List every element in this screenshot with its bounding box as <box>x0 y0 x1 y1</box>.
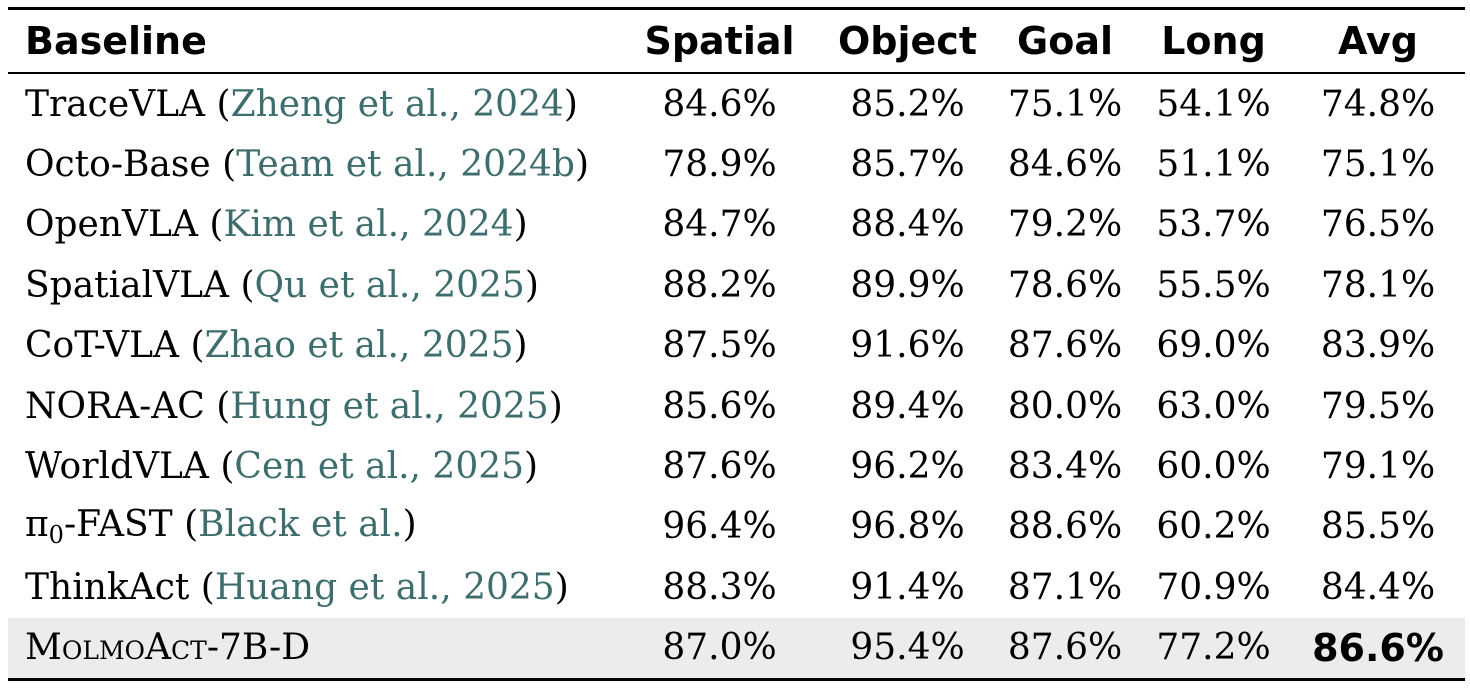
table-row: TraceVLA (Zheng et al., 2024) 84.6% 85.2… <box>8 74 1465 134</box>
spatial-cell: 84.6% <box>662 83 777 125</box>
baseline-cell: NORA-AC (Hung et al., 2025) <box>25 385 563 427</box>
table-row: OpenVLA (Kim et al., 2024) 84.7% 88.4% 7… <box>8 195 1465 255</box>
long-cell: 77.2% <box>1156 627 1271 669</box>
goal-cell: 78.6% <box>1007 264 1123 306</box>
long-cell: 51.1% <box>1156 144 1271 186</box>
avg-cell: 74.8% <box>1320 83 1436 125</box>
header-avg: Avg <box>1337 19 1419 63</box>
baseline-name: CoT-VLA <box>25 325 180 367</box>
baseline-cell: ThinkAct (Huang et al., 2025) <box>25 566 569 608</box>
header-rule <box>8 72 1465 74</box>
header-long: Long <box>1161 19 1266 63</box>
spatial-cell: 85.6% <box>662 385 777 427</box>
citation-link[interactable]: Hung et al., 2025 <box>230 385 549 427</box>
spatial-cell: 88.3% <box>662 566 777 608</box>
header-object: Object <box>838 19 977 63</box>
long-cell: 54.1% <box>1156 83 1271 125</box>
results-table: Baseline Spatial Object Goal Long Avg Tr… <box>8 7 1465 681</box>
citation-link[interactable]: Huang et al., 2025 <box>214 566 555 608</box>
long-cell: 60.2% <box>1156 506 1271 548</box>
object-cell: 96.2% <box>850 446 965 488</box>
baseline-name: NORA-AC <box>25 385 205 427</box>
header-goal: Goal <box>1017 19 1113 63</box>
spatial-cell: 88.2% <box>662 264 777 306</box>
highlighted-row: MolmoAct-7B-D 87.0% 95.4% 87.6% 77.2% 86… <box>8 617 1465 678</box>
baseline-cell: CoT-VLA (Zhao et al., 2025) <box>25 325 528 367</box>
avg-cell-best: 86.6% <box>1312 625 1444 670</box>
object-cell: 89.4% <box>850 385 965 427</box>
object-cell: 85.7% <box>850 144 965 186</box>
long-cell: 69.0% <box>1156 325 1271 367</box>
goal-cell: 80.0% <box>1007 385 1123 427</box>
spatial-cell: 87.5% <box>662 325 777 367</box>
object-cell: 91.4% <box>850 566 965 608</box>
baseline-name: MolmoAct-7B-D <box>25 627 311 669</box>
baseline-name: ThinkAct <box>25 566 190 608</box>
avg-cell: 75.1% <box>1320 144 1436 186</box>
citation-link[interactable]: Cen et al., 2025 <box>234 446 525 488</box>
citation-link[interactable]: Zheng et al., 2024 <box>230 83 564 125</box>
avg-cell: 85.5% <box>1320 506 1436 548</box>
baseline-cell: SpatialVLA (Qu et al., 2025) <box>25 264 539 306</box>
avg-cell: 76.5% <box>1320 204 1436 246</box>
spatial-cell: 96.4% <box>662 506 777 548</box>
baseline-name: OpenVLA <box>25 204 198 246</box>
long-cell: 63.0% <box>1156 385 1271 427</box>
object-cell: 96.8% <box>850 506 965 548</box>
citation-link[interactable]: Team et al., 2024b <box>236 144 575 186</box>
avg-cell: 84.4% <box>1320 566 1436 608</box>
spatial-cell: 78.9% <box>662 144 777 186</box>
citation-link[interactable]: Black et al. <box>198 504 403 546</box>
table-row: π0-FAST (Black et al.) 96.4% 96.8% 88.6%… <box>8 497 1465 557</box>
avg-cell: 79.1% <box>1320 446 1436 488</box>
header-baseline: Baseline <box>25 19 207 63</box>
table-row: ThinkAct (Huang et al., 2025) 88.3% 91.4… <box>8 557 1465 617</box>
long-cell: 60.0% <box>1156 446 1271 488</box>
baseline-cell: OpenVLA (Kim et al., 2024) <box>25 204 528 246</box>
baseline-name: TraceVLA <box>25 83 206 125</box>
citation-link[interactable]: Zhao et al., 2025 <box>204 325 514 367</box>
long-cell: 55.5% <box>1156 264 1271 306</box>
spatial-cell: 84.7% <box>662 204 777 246</box>
baseline-name: SpatialVLA <box>25 264 230 306</box>
baseline-name: Octo-Base <box>25 144 211 186</box>
baseline-cell: Octo-Base (Team et al., 2024b) <box>25 144 589 186</box>
goal-cell: 84.6% <box>1007 144 1123 186</box>
object-cell: 89.9% <box>850 264 965 306</box>
header-spatial: Spatial <box>644 19 795 63</box>
citation-link[interactable]: Kim et al., 2024 <box>223 204 514 246</box>
object-cell: 95.4% <box>850 627 965 669</box>
goal-cell: 88.6% <box>1007 506 1123 548</box>
goal-cell: 87.6% <box>1007 627 1123 669</box>
table-row: NORA-AC (Hung et al., 2025) 85.6% 89.4% … <box>8 376 1465 436</box>
avg-cell: 79.5% <box>1320 385 1436 427</box>
goal-cell: 79.2% <box>1007 204 1123 246</box>
table-row: SpatialVLA (Qu et al., 2025) 88.2% 89.9%… <box>8 255 1465 315</box>
table-row: WorldVLA (Cen et al., 2025) 87.6% 96.2% … <box>8 436 1465 496</box>
goal-cell: 87.6% <box>1007 325 1123 367</box>
table-row: CoT-VLA (Zhao et al., 2025) 87.5% 91.6% … <box>8 316 1465 376</box>
baseline-cell: π0-FAST (Black et al.) <box>25 504 417 550</box>
table-row: Octo-Base (Team et al., 2024b) 78.9% 85.… <box>8 134 1465 194</box>
object-cell: 85.2% <box>850 83 965 125</box>
baseline-cell: WorldVLA (Cen et al., 2025) <box>25 446 539 488</box>
baseline-name: WorldVLA <box>25 446 209 488</box>
object-cell: 88.4% <box>850 204 965 246</box>
avg-cell: 78.1% <box>1320 264 1436 306</box>
goal-cell: 75.1% <box>1007 83 1123 125</box>
header-row: Baseline Spatial Object Goal Long Avg <box>8 10 1465 72</box>
citation-link[interactable]: Qu et al., 2025 <box>254 264 525 306</box>
top-rule <box>8 7 1465 10</box>
object-cell: 91.6% <box>850 325 965 367</box>
spatial-cell: 87.6% <box>662 446 777 488</box>
long-cell: 53.7% <box>1156 204 1271 246</box>
bottom-rule <box>8 677 1465 681</box>
goal-cell: 87.1% <box>1007 566 1123 608</box>
baseline-cell: TraceVLA (Zheng et al., 2024) <box>25 83 578 125</box>
goal-cell: 83.4% <box>1007 446 1123 488</box>
long-cell: 70.9% <box>1156 566 1271 608</box>
baseline-name: π0-FAST <box>25 504 173 550</box>
spatial-cell: 87.0% <box>662 627 777 669</box>
avg-cell: 83.9% <box>1320 325 1436 367</box>
